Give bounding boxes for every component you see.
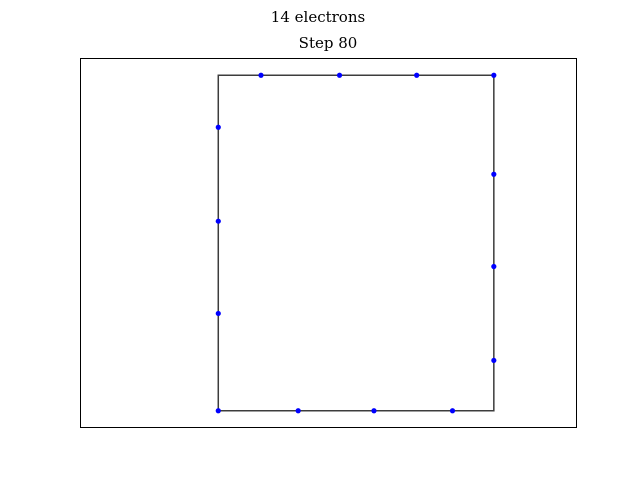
axes-frame <box>80 58 577 428</box>
electron-point <box>336 72 343 78</box>
electron-point <box>491 357 497 364</box>
electron-point <box>258 72 264 78</box>
electron-point <box>491 171 497 177</box>
electron-point <box>491 263 497 270</box>
electron-point <box>371 408 377 414</box>
electron-point <box>491 72 497 78</box>
electron-point <box>414 72 420 78</box>
electron-point <box>215 310 221 317</box>
figure-suptitle: 14 electrons <box>271 8 365 26</box>
axes-title: Step 80 <box>299 34 358 52</box>
electron-point <box>295 408 301 414</box>
electron-point <box>449 408 456 414</box>
electron-point <box>215 408 221 414</box>
electron-point <box>215 218 221 224</box>
plot-area <box>215 72 497 414</box>
electron-point <box>215 124 221 130</box>
